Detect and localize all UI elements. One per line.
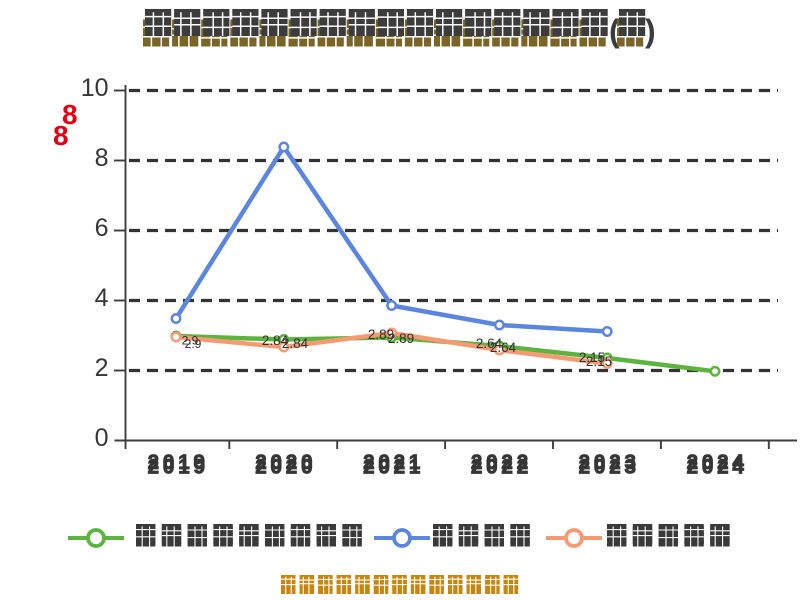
svg-text:2023: 2023 — [579, 456, 640, 479]
svg-text:2.15: 2.15 — [586, 354, 612, 369]
svg-text:2.64: 2.64 — [476, 336, 503, 351]
svg-text:8: 8 — [53, 120, 69, 151]
svg-text:2020: 2020 — [255, 451, 316, 474]
svg-text:2019: 2019 — [148, 456, 209, 479]
svg-text:2021: 2021 — [363, 456, 424, 479]
svg-text:2.9: 2.9 — [185, 337, 202, 351]
svg-text:2022: 2022 — [471, 451, 532, 474]
svg-text:2: 2 — [95, 354, 109, 382]
svg-text:2024: 2024 — [686, 451, 747, 474]
svg-text:2020: 2020 — [255, 456, 316, 479]
svg-text:2.89: 2.89 — [388, 331, 414, 346]
svg-text:2024: 2024 — [686, 456, 747, 479]
svg-text:2021: 2021 — [363, 451, 424, 474]
svg-text:2.64: 2.64 — [490, 340, 517, 355]
svg-text:2.9: 2.9 — [182, 334, 199, 348]
svg-text:2.15: 2.15 — [579, 350, 605, 365]
svg-text:2023: 2023 — [579, 451, 640, 474]
svg-text:2022: 2022 — [471, 456, 532, 479]
svg-text:2.84: 2.84 — [262, 333, 289, 348]
svg-text:8: 8 — [62, 99, 78, 130]
svg-text:2.84: 2.84 — [282, 336, 309, 351]
svg-text:(: ( — [609, 13, 620, 49]
svg-text:10: 10 — [81, 74, 109, 102]
svg-text:): ) — [645, 13, 656, 49]
svg-text:4: 4 — [95, 284, 109, 312]
svg-text:6: 6 — [95, 214, 109, 242]
svg-text:0: 0 — [95, 424, 109, 452]
svg-text:8: 8 — [95, 144, 109, 172]
svg-text:2.89: 2.89 — [368, 327, 394, 342]
svg-text:2019: 2019 — [148, 451, 209, 474]
